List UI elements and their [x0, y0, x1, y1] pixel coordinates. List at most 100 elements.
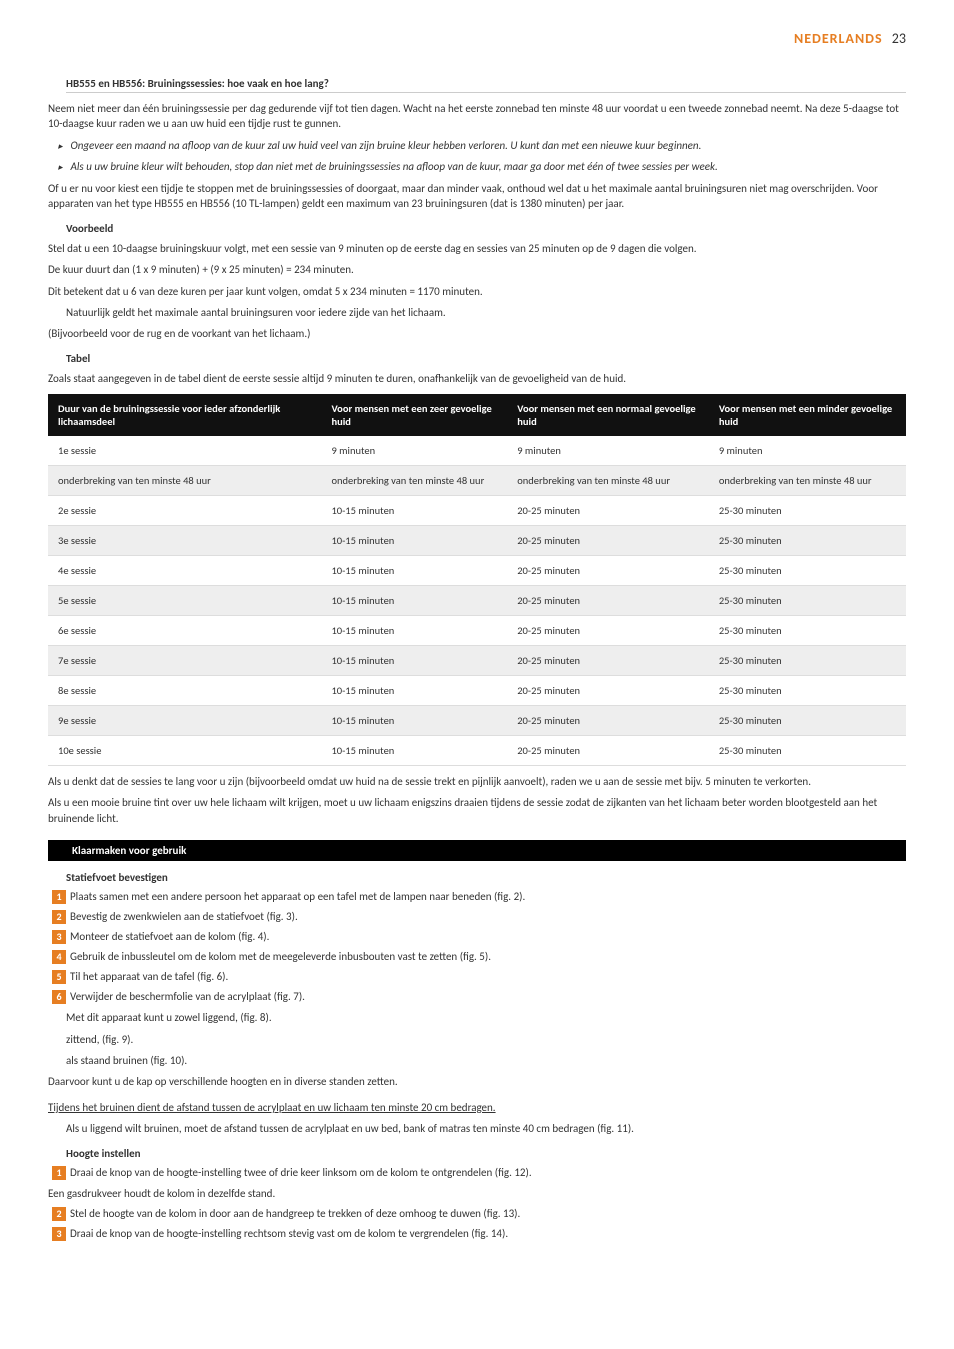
paragraph: (Bijvoorbeeld voor de rug en de voorkant…	[48, 326, 906, 341]
step-number-icon: 5	[52, 970, 66, 984]
table-cell: 20-25 minuten	[507, 556, 709, 586]
th-normal: Voor mensen met een normaal gevoelige hu…	[507, 394, 709, 436]
step-text: Monteer de statiefvoet aan de kolom (fig…	[70, 930, 269, 943]
step-item: 2 Bevestig de zwenkwielen aan de statiefv…	[52, 910, 906, 924]
subhead-hoogte: Hoogte instellen	[66, 1147, 906, 1160]
table-cell: 4e sessie	[48, 556, 321, 586]
step-item: 6Verwijder de beschermfolie van de acryl…	[52, 990, 906, 1004]
warning-text: Tijdens het bruinen dient de afstand tus…	[48, 1100, 906, 1115]
paragraph: Stel dat u een 10-daagse bruiningskuur v…	[48, 241, 906, 256]
table-cell: 10-15 minuten	[321, 616, 507, 646]
table-cell: 7e sessie	[48, 646, 321, 676]
step-number-icon: 3	[52, 1227, 66, 1241]
step-number-icon: 4	[52, 950, 66, 964]
step-item: 1 Plaats samen met een andere persoon het…	[52, 890, 906, 904]
table-cell: 25-30 minuten	[709, 496, 906, 526]
paragraph: Als u liggend wilt bruinen, moet de afst…	[66, 1121, 906, 1136]
table-row: 10e sessie10-15 minuten20-25 minuten25-3…	[48, 736, 906, 766]
subhead-statiefvoet: Statiefvoet bevestigen	[66, 871, 906, 884]
table-cell: 10-15 minuten	[321, 736, 507, 766]
step-number-icon: 1	[52, 1166, 66, 1180]
table-cell: 25-30 minuten	[709, 676, 906, 706]
paragraph: De kuur duurt dan (1 x 9 minuten) + (9 x…	[48, 262, 906, 277]
table-row: 6e sessie10-15 minuten20-25 minuten25-30…	[48, 616, 906, 646]
table-cell: 8e sessie	[48, 676, 321, 706]
paragraph: Als u een mooie bruine tint over uw hele…	[48, 795, 906, 826]
table-cell: 10-15 minuten	[321, 496, 507, 526]
table-cell: 25-30 minuten	[709, 586, 906, 616]
table-cell: 25-30 minuten	[709, 646, 906, 676]
table-cell: 3e sessie	[48, 526, 321, 556]
table-cell: 20-25 minuten	[507, 706, 709, 736]
table-row: 2e sessie10-15 minuten20-25 minuten25-30…	[48, 496, 906, 526]
page-header: NEDERLANDS 23	[48, 30, 906, 47]
table-row: 9e sessie10-15 minuten20-25 minuten25-30…	[48, 706, 906, 736]
table-cell: onderbreking van ten minste 48 uur	[48, 466, 321, 496]
table-cell: 20-25 minuten	[507, 526, 709, 556]
table-cell: 10-15 minuten	[321, 556, 507, 586]
table-cell: 9 minuten	[321, 436, 507, 466]
step-number-icon: 1	[52, 890, 66, 904]
step-item: 3Draai de knop van de hoogte-instelling …	[52, 1227, 906, 1241]
brand-label: NEDERLANDS	[794, 30, 883, 47]
table-row: 3e sessie10-15 minuten20-25 minuten25-30…	[48, 526, 906, 556]
table-cell: 25-30 minuten	[709, 736, 906, 766]
step-text: Draai de knop van de hoogte-instelling t…	[70, 1166, 532, 1179]
table-row: 7e sessie10-15 minuten20-25 minuten25-30…	[48, 646, 906, 676]
table-row: onderbreking van ten minste 48 uur onderb…	[48, 466, 906, 496]
paragraph: Of u er nu voor kiest een tijdje te stop…	[48, 181, 906, 212]
table-cell: 20-25 minuten	[507, 676, 709, 706]
table-cell: 10-15 minuten	[321, 646, 507, 676]
sessions-table: Duur van de bruiningssessie voor ieder a…	[48, 394, 906, 766]
section-title: HB555 en HB556: Bruiningssessies: hoe va…	[66, 77, 906, 93]
step-number-icon: 6	[52, 990, 66, 1004]
th-less: Voor mensen met een minder gevoelige hui…	[709, 394, 906, 436]
subhead-voorbeeld: Voorbeeld	[66, 222, 906, 235]
paragraph: Neem niet meer dan één bruiningssessie p…	[48, 101, 906, 132]
th-duration: Duur van de bruiningssessie voor ieder a…	[48, 394, 321, 436]
step-item: 2 Stel de hoogte van de kolom in door aan…	[52, 1207, 906, 1221]
table-cell: 25-30 minuten	[709, 706, 906, 736]
table-cell: 20-25 minuten	[507, 646, 709, 676]
paragraph: Daarvoor kunt u de kap op verschillende …	[48, 1074, 906, 1089]
step-text: Til het apparaat van de tafel (fig. 6).	[70, 970, 228, 983]
step-number-icon: 2	[52, 1207, 66, 1221]
table-row: 8e sessie10-15 minuten20-25 minuten25-30…	[48, 676, 906, 706]
paragraph: Zoals staat aangegeven in de tabel dient…	[48, 371, 906, 386]
step-text: Plaats samen met een andere persoon het …	[70, 890, 525, 903]
step-item: 1 Draai de knop van de hoogte-instelling …	[52, 1166, 906, 1180]
step-number-icon: 3	[52, 930, 66, 944]
step-text: Bevestig de zwenkwielen aan de statiefvo…	[70, 910, 298, 923]
note: als staand bruinen (fig. 10).	[66, 1053, 906, 1068]
table-cell: 5e sessie	[48, 586, 321, 616]
table-cell: 6e sessie	[48, 616, 321, 646]
step-item: 5 Til het apparaat van de tafel (fig. 6).	[52, 970, 906, 984]
step-item: 4 Gebruik de inbussleutel om de kolom met…	[52, 950, 906, 964]
step-number-icon: 2	[52, 910, 66, 924]
table-cell: 1e sessie	[48, 436, 321, 466]
table-cell: 10e sessie	[48, 736, 321, 766]
bullet-item: Als u uw bruine kleur wilt behouden, sto…	[58, 159, 906, 175]
table-cell: 10-15 minuten	[321, 676, 507, 706]
step-text: Gebruik de inbussleutel om de kolom met …	[70, 950, 491, 963]
step-text: Stel de hoogte van de kolom in door aan …	[70, 1207, 520, 1220]
table-cell: 20-25 minuten	[507, 616, 709, 646]
table-cell: 9 minuten	[709, 436, 906, 466]
table-cell: 9e sessie	[48, 706, 321, 736]
paragraph: Natuurlijk geldt het maximale aantal bru…	[66, 305, 906, 320]
table-row: 4e sessie10-15 minuten20-25 minuten25-30…	[48, 556, 906, 586]
table-cell: 9 minuten	[507, 436, 709, 466]
th-sensitive: Voor mensen met een zeer gevoelige huid	[321, 394, 507, 436]
bullet-item: Ongeveer een maand na afloop van de kuur…	[58, 138, 906, 154]
table-cell: 10-15 minuten	[321, 526, 507, 556]
table-row: 1e sessie9 minuten9 minuten9 minuten	[48, 436, 906, 466]
page-number: 23	[892, 30, 906, 47]
section-bar-klaarmaken: Klaarmaken voor gebruik	[48, 840, 906, 861]
table-cell: onderbreking van ten minste 48 uur	[507, 466, 709, 496]
table-cell: 2e sessie	[48, 496, 321, 526]
table-cell: 20-25 minuten	[507, 496, 709, 526]
paragraph: Dit betekent dat u 6 van deze kuren per …	[48, 284, 906, 299]
table-cell: 25-30 minuten	[709, 526, 906, 556]
table-cell: 10-15 minuten	[321, 706, 507, 736]
table-cell: 25-30 minuten	[709, 616, 906, 646]
